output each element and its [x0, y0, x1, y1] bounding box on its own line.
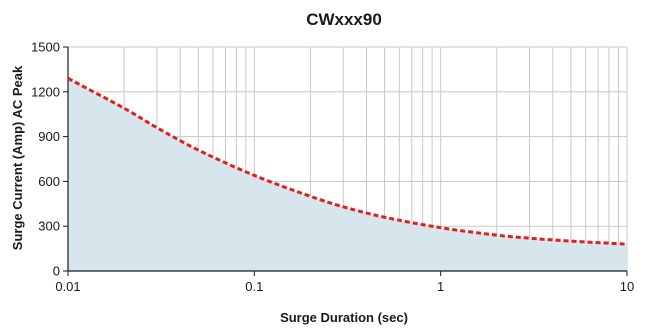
- data-point: [197, 149, 200, 152]
- x-tick-label: 0.01: [55, 279, 80, 294]
- data-point: [67, 77, 70, 80]
- axes: [63, 46, 628, 276]
- y-tick-label: 1200: [31, 84, 60, 99]
- x-axis-label: Surge Duration (sec): [280, 310, 408, 325]
- y-tick-label: 300: [38, 219, 60, 234]
- x-tick-label: 0.1: [245, 279, 263, 294]
- data-point: [626, 243, 629, 246]
- series-layer: [67, 77, 629, 246]
- data-point: [309, 195, 312, 198]
- y-tick-label: 600: [38, 174, 60, 189]
- chart-title: CWxxx90: [306, 10, 382, 29]
- data-point: [495, 234, 498, 237]
- data-point: [253, 174, 256, 177]
- data-point: [383, 216, 386, 219]
- area-layer: [68, 78, 627, 271]
- x-tick-label: 1: [437, 279, 444, 294]
- data-point: [155, 126, 158, 129]
- data-point: [342, 205, 345, 208]
- data-point: [528, 237, 531, 240]
- y-tick-label: 1500: [31, 40, 60, 55]
- data-point: [439, 226, 442, 229]
- series-line: [67, 77, 628, 246]
- x-tick-label: 10: [620, 279, 634, 294]
- area-fill: [68, 78, 627, 271]
- y-tick-label: 0: [53, 264, 60, 279]
- y-tick-label: 900: [38, 129, 60, 144]
- data-point: [569, 240, 572, 243]
- data-point: [123, 107, 126, 110]
- y-axis-label: Surge Current (Amp) AC Peak: [10, 65, 25, 250]
- tick-labels: 0 300 600 900 1200 1500 0.01 0.1 1 10: [31, 40, 634, 295]
